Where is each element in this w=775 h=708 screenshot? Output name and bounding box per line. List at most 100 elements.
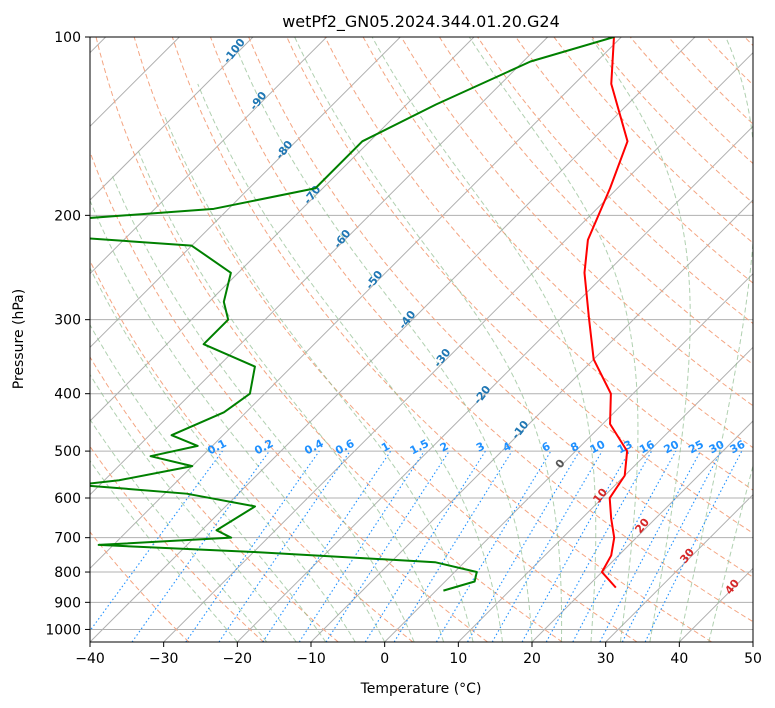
moist-adiabat bbox=[110, 173, 415, 642]
mixing-ratio-line bbox=[185, 450, 320, 642]
mixing-ratio-label: 10 bbox=[588, 438, 608, 457]
mixing-ratio-line bbox=[325, 450, 450, 642]
mixing-ratio-line bbox=[467, 450, 580, 642]
mixing-ratio-lines bbox=[90, 450, 743, 642]
dry-adiabat bbox=[95, 37, 563, 642]
mixing-ratio-line bbox=[393, 450, 513, 642]
mixing-ratio-line bbox=[545, 450, 653, 642]
mixing-ratio-line bbox=[621, 450, 722, 642]
dry-adiabat bbox=[324, 37, 753, 491]
moist-adiabat bbox=[294, 37, 563, 642]
isotherm--40 bbox=[90, 37, 696, 642]
mixing-ratio-line bbox=[521, 450, 630, 642]
mixing-ratio-line bbox=[364, 450, 486, 642]
moist-adiabat bbox=[468, 37, 639, 642]
dry-adiabat bbox=[248, 37, 753, 578]
moist-adiabat-label: 10 bbox=[590, 486, 610, 506]
moist-adiabat-label: -40 bbox=[396, 308, 419, 332]
moist-adiabat-label: -90 bbox=[247, 89, 270, 113]
y-tick-label: 900 bbox=[54, 595, 81, 611]
x-axis-ticks: −40 −30 −20 −10 0 10 20 30 40 50 bbox=[75, 642, 762, 667]
moist-adiabat bbox=[590, 37, 691, 642]
x-tick-label: −10 bbox=[296, 651, 326, 667]
moist-adiabat-label: 20 bbox=[632, 516, 652, 536]
isotherm--50 bbox=[90, 37, 622, 570]
isotherm--100 bbox=[90, 37, 254, 201]
isotherm--20 bbox=[236, 125, 753, 642]
moist-adiabat bbox=[197, 83, 504, 642]
moist-adiabat-label: -100 bbox=[221, 36, 248, 66]
y-tick-label: 100 bbox=[54, 30, 81, 46]
dry-adiabat bbox=[553, 37, 753, 244]
dry-adiabat bbox=[286, 37, 753, 534]
mixing-ratio-label: 25 bbox=[686, 438, 706, 457]
x-tick-label: −30 bbox=[149, 651, 179, 667]
dry-adiabat bbox=[362, 37, 753, 449]
x-tick-label: 10 bbox=[449, 651, 467, 667]
moist-adiabat-label: 30 bbox=[677, 546, 697, 566]
isotherm-30 bbox=[605, 493, 753, 642]
dry-adiabat bbox=[400, 37, 753, 407]
moist-adiabat-label: -70 bbox=[301, 183, 324, 207]
isobar-gridlines bbox=[90, 37, 753, 630]
moist-adiabat bbox=[708, 464, 753, 642]
moist-adiabat-label: -20 bbox=[471, 383, 494, 407]
x-tick-label: 0 bbox=[380, 651, 389, 667]
x-tick-label: −40 bbox=[75, 651, 105, 667]
mixing-ratio-line bbox=[131, 450, 270, 642]
y-tick-label: 300 bbox=[54, 313, 81, 329]
mixing-ratio-label: 6 bbox=[540, 439, 553, 454]
mixing-ratio-label: 2 bbox=[438, 440, 451, 455]
series-line-0 bbox=[583, 37, 629, 589]
moist-adiabat bbox=[236, 49, 533, 642]
moist-adiabat bbox=[90, 199, 386, 642]
sounding-profiles bbox=[90, 37, 629, 592]
moist-adiabat-label: -80 bbox=[273, 138, 296, 162]
x-tick-label: 20 bbox=[523, 651, 541, 667]
isotherm--70 bbox=[90, 37, 475, 422]
moist-adiabat-label: -30 bbox=[431, 346, 454, 370]
mixing-ratio-line bbox=[435, 450, 552, 642]
dry-adiabat bbox=[90, 150, 488, 642]
isotherm-10 bbox=[457, 346, 753, 642]
isotherm--90 bbox=[90, 37, 328, 275]
moist-adiabat bbox=[90, 418, 268, 642]
mixing-ratio-line bbox=[262, 450, 392, 642]
mixing-ratio-label: 0.6 bbox=[333, 437, 357, 458]
moist-adiabat-label: -50 bbox=[363, 268, 386, 292]
moist-adiabat-label: 40 bbox=[722, 577, 742, 597]
isotherm--10 bbox=[310, 199, 753, 642]
y-axis-ticks: 100 200 300 400 500 600 700 800 900 1000 bbox=[45, 30, 90, 638]
mixing-ratio-label: 36 bbox=[728, 438, 748, 457]
y-tick-label: 200 bbox=[54, 208, 81, 224]
mixing-ratio-labels: 0.1 0.2 0.4 0.6 1 1.5 2 3 4 6 8 10 13 16 20 25 30 36 bbox=[205, 437, 747, 458]
moist-adiabat bbox=[90, 460, 238, 642]
mixing-ratio-line bbox=[90, 450, 223, 632]
moist-adiabat-label: -10 bbox=[509, 418, 532, 442]
moist-adiabat bbox=[137, 149, 445, 642]
mixing-ratio-line bbox=[572, 450, 677, 642]
y-tick-label: 1000 bbox=[45, 622, 81, 638]
isotherm-0 bbox=[384, 272, 753, 642]
isotherm--30 bbox=[163, 51, 753, 642]
moist-adiabat bbox=[90, 266, 356, 642]
x-tick-label: 50 bbox=[744, 651, 762, 667]
mixing-ratio-label: 20 bbox=[662, 438, 682, 457]
y-tick-label: 500 bbox=[54, 444, 81, 460]
mixing-ratio-label: 16 bbox=[637, 438, 657, 457]
y-tick-label: 700 bbox=[54, 531, 81, 547]
moist-adiabat bbox=[678, 37, 753, 642]
skewed-isotherm-gridlines bbox=[90, 37, 753, 642]
x-tick-label: −20 bbox=[223, 651, 253, 667]
mixing-ratio-label: 0.1 bbox=[205, 437, 228, 458]
mixing-ratio-label: 1.5 bbox=[408, 437, 431, 458]
mixing-ratio-label: 0.4 bbox=[302, 437, 326, 458]
y-tick-label: 400 bbox=[54, 387, 81, 403]
mixing-ratio-line bbox=[218, 450, 351, 642]
mixing-ratio-label: 0.2 bbox=[252, 437, 275, 458]
dry-adiabat bbox=[210, 37, 753, 623]
dry-adiabat bbox=[591, 37, 753, 204]
y-tick-label: 800 bbox=[54, 565, 81, 581]
